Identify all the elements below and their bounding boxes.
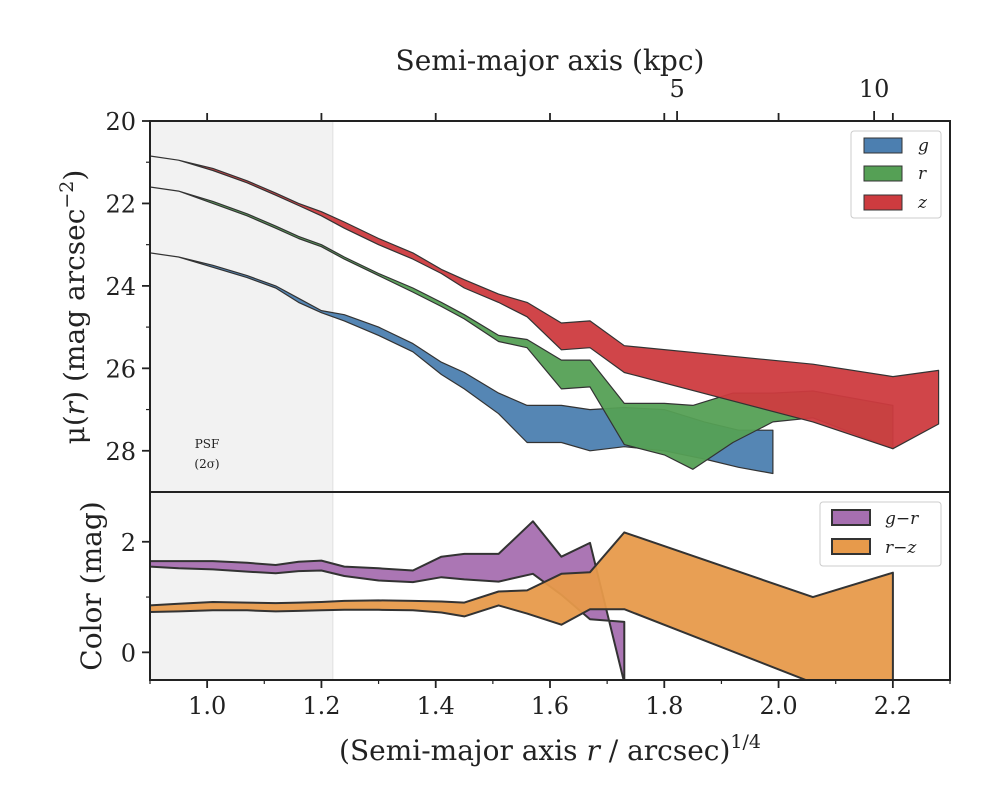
legend-label-z: z	[917, 193, 928, 213]
legend-swatch-g-r	[831, 509, 871, 526]
x-tick-label: 1.0	[188, 692, 226, 720]
band-z	[150, 155, 940, 450]
x-tick-label: 1.6	[531, 692, 569, 720]
band-g-r	[150, 520, 626, 680]
bottom-y-tick-label: 2	[121, 529, 136, 557]
x-tick-label: 1.2	[302, 692, 340, 720]
x-tick-label: 1.4	[417, 692, 455, 720]
top-y-tick-label: 20	[105, 108, 136, 136]
top-y-axis-label: μ(r) (mag arcsec−2)	[56, 170, 91, 445]
top-y-tick-label: 22	[105, 190, 136, 218]
x-tick-label: 2.0	[759, 692, 797, 720]
top-y-tick-label: 24	[105, 273, 136, 301]
x-tick-label: 1.8	[645, 692, 683, 720]
psf-label-line2: (2σ)	[194, 457, 219, 471]
top-y-tick-label: 26	[105, 355, 136, 383]
psf-label-line1: PSF	[195, 437, 220, 451]
legend-swatch-g	[863, 137, 903, 154]
kpc-tick-label: 10	[859, 75, 890, 103]
legend-swatch-z	[863, 194, 903, 211]
psf-region-top	[150, 121, 333, 492]
bottom-y-axis-label: Color (mag)	[75, 501, 108, 670]
kpc-tick-label: 5	[669, 75, 684, 103]
legend-bands: g r z	[850, 130, 942, 219]
legend-colors: g−r r−z	[819, 501, 942, 567]
legend-label-r: r	[918, 164, 927, 184]
legend-swatch-r	[863, 165, 903, 182]
top-axis-label: Semi-major axis (kpc)	[396, 44, 705, 77]
band-r-z	[150, 531, 894, 680]
legend-swatch-r-z	[831, 538, 871, 555]
bottom-y-tick-label: 0	[121, 639, 136, 667]
bottom-x-axis-label: (Semi-major axis r / arcsec)1/4	[339, 731, 761, 767]
x-tick-label: 2.2	[874, 692, 912, 720]
top-y-tick-label: 28	[105, 438, 136, 466]
legend-label-g: g	[918, 136, 929, 156]
psf-region-bottom	[150, 492, 333, 680]
legend-label-g-r: g−r	[885, 509, 919, 529]
legend-label-r-z: r−z	[885, 538, 917, 558]
